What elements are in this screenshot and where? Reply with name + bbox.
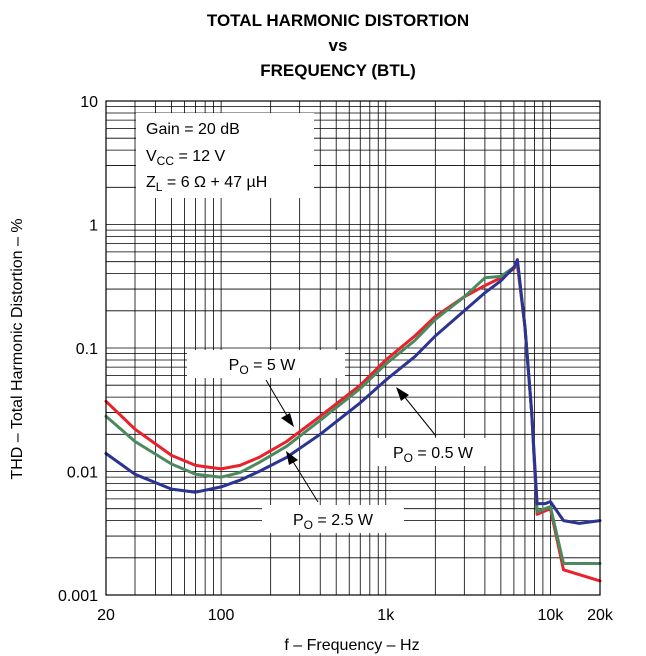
condition-vcc: VCC = 12 V — [146, 148, 225, 168]
series-line-2 — [104, 258, 602, 525]
condition-gain: Gain = 20 dB — [146, 121, 240, 138]
x-tick-label-4: 20k — [587, 607, 614, 624]
y-axis-label: THD – Total Harmonic Distortion – % — [9, 218, 26, 479]
condition-zl: ZL = 6 Ω + 47 µH — [146, 174, 267, 194]
svg-text:PO = 2.5 W: PO = 2.5 W — [293, 512, 374, 532]
label-po-0.5w: PO = 0.5 W — [375, 387, 491, 466]
series-line-1 — [104, 260, 602, 565]
chart-title-line-2: vs — [329, 36, 348, 55]
x-tick-label-1: 100 — [208, 607, 235, 624]
x-tick-label-0: 20 — [97, 607, 115, 624]
y-tick-label-1: 0.01 — [67, 465, 98, 482]
x-tick-label-3: 10k — [538, 607, 565, 624]
plot-frame — [105, 100, 601, 596]
y-tick-label-2: 0.1 — [76, 341, 98, 358]
svg-text:PO = 0.5 W: PO = 0.5 W — [393, 445, 474, 465]
label-po-2.5w: PO = 2.5 W — [262, 451, 404, 533]
y-tick-label-4: 10 — [80, 94, 98, 111]
tick-labels: 20 100 1k 10k 20k 0.001 0.01 0.1 1 10 — [58, 94, 614, 624]
curves — [104, 258, 602, 583]
svg-text:PO = 5 W: PO = 5 W — [229, 357, 297, 377]
chart-title-line-1: TOTAL HARMONIC DISTORTION — [207, 11, 469, 30]
x-axis-label: f – Frequency – Hz — [284, 637, 419, 654]
series-line-0 — [104, 263, 602, 583]
conditions-box — [136, 113, 314, 198]
x-tick-label-2: 1k — [377, 607, 395, 624]
y-tick-label-0: 0.001 — [58, 588, 98, 605]
label-po-5w: PO = 5 W — [187, 350, 345, 427]
chart-title-line-3: FREQUENCY (BTL) — [260, 61, 416, 80]
y-tick-label-3: 1 — [89, 218, 98, 235]
